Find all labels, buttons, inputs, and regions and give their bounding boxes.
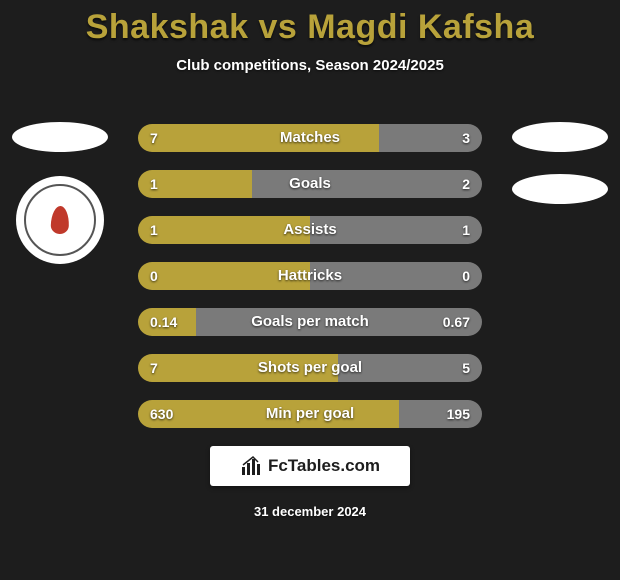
stat-value-right: 0 xyxy=(462,262,470,290)
stat-row: Goals1 2 xyxy=(138,170,482,198)
stat-value-left: 7 xyxy=(150,124,158,152)
comparison-bars: Matches73Goals12Assists11Hattricks00Goal… xyxy=(138,124,482,446)
stat-value-right: 2 xyxy=(462,170,470,198)
stat-label: Shots per goal xyxy=(138,354,482,382)
stat-value-left: 630 xyxy=(150,400,173,428)
stat-label: Hattricks xyxy=(138,262,482,290)
stat-label: Min per goal xyxy=(138,400,482,428)
stat-value-left: 1 xyxy=(150,170,158,198)
stat-label: Goals per match xyxy=(138,308,482,336)
stat-label: Matches xyxy=(138,124,482,152)
brand-label: FcTables.com xyxy=(268,456,380,476)
stat-value-right: 5 xyxy=(462,354,470,382)
team-badge-left-round xyxy=(16,176,104,264)
flame-icon xyxy=(51,206,70,235)
stat-row: Shots per goal7 5 xyxy=(138,354,482,382)
stat-value-right: 0.67 xyxy=(443,308,470,336)
stat-label: Assists xyxy=(138,216,482,244)
date-stamp: 31 december 2024 xyxy=(0,504,620,519)
stat-value-left: 0 xyxy=(150,262,158,290)
club-crest-icon xyxy=(24,184,96,256)
stat-value-right: 3 xyxy=(462,124,470,152)
stat-value-right: 195 xyxy=(447,400,470,428)
stat-value-left: 1 xyxy=(150,216,158,244)
stat-label: Goals xyxy=(138,170,482,198)
team-badge-right-1 xyxy=(512,122,608,152)
page-subtitle: Club competitions, Season 2024/2025 xyxy=(0,57,620,74)
stat-row: Hattricks0 0 xyxy=(138,262,482,290)
stat-row: Goals per match0.14 0.67 xyxy=(138,308,482,336)
chart-icon xyxy=(240,455,262,477)
stat-row: Assists1 1 xyxy=(138,216,482,244)
stat-value-right: 1 xyxy=(462,216,470,244)
brand-box: FcTables.com xyxy=(210,446,410,486)
page-title: Shakshak vs Magdi Kafsha xyxy=(0,0,620,47)
stat-value-left: 0.14 xyxy=(150,308,177,336)
team-badge-left-1 xyxy=(12,122,108,152)
stat-row: Matches7 3 xyxy=(138,124,482,152)
stat-row: Min per goal630 195 xyxy=(138,400,482,428)
stat-value-left: 7 xyxy=(150,354,158,382)
team-badge-right-2 xyxy=(512,174,608,204)
